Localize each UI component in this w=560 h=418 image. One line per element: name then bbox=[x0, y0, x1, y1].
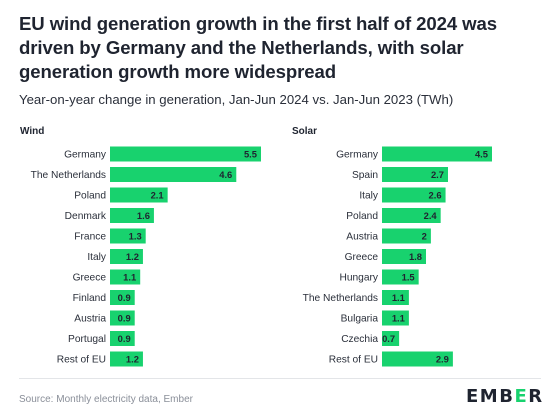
solar-category-label: Germany bbox=[336, 150, 379, 161]
solar-category-label: Czechia bbox=[341, 334, 378, 345]
logo-mark: E bbox=[514, 386, 529, 407]
wind-bar bbox=[110, 228, 146, 244]
solar-value-label: 2.7 bbox=[431, 169, 444, 180]
solar-category-label: Italy bbox=[359, 191, 379, 202]
logo-prefix: EMB bbox=[466, 386, 515, 407]
wind-category-label: Rest of EU bbox=[57, 355, 106, 366]
solar-bar bbox=[382, 310, 409, 326]
chart-title: EU wind generation growth in the first h… bbox=[19, 13, 498, 82]
solar-bar bbox=[382, 290, 409, 305]
source-note: Source: Monthly electricity data, Ember bbox=[19, 394, 193, 405]
solar-bar bbox=[382, 249, 426, 264]
logo-suffix: R bbox=[528, 386, 544, 407]
solar-bar bbox=[382, 208, 441, 223]
solar-category-label: Bulgaria bbox=[341, 314, 379, 325]
solar-value-label: 0.7 bbox=[382, 333, 395, 344]
solar-value-label: 2 bbox=[422, 230, 427, 241]
wind-value-label: 0.9 bbox=[118, 312, 131, 323]
wind-category-label: The Netherlands bbox=[31, 170, 106, 181]
solar-category-label: Rest of EU bbox=[329, 355, 378, 366]
wind-value-label: 4.6 bbox=[219, 169, 232, 180]
solar-bar bbox=[382, 228, 431, 244]
solar-value-label: 1.1 bbox=[392, 292, 405, 303]
chart-subtitle: Year-on-year change in generation, Jan-J… bbox=[19, 92, 454, 107]
wind-bar bbox=[110, 331, 135, 346]
solar-value-label: 1.5 bbox=[402, 271, 415, 282]
wind-value-label: 1.3 bbox=[129, 230, 142, 241]
wind-category-label: Denmark bbox=[65, 211, 107, 222]
solar-bar bbox=[382, 146, 492, 162]
solar-category-label: Austria bbox=[346, 232, 378, 243]
solar-panel-title: Solar bbox=[292, 126, 317, 137]
wind-value-label: 1.2 bbox=[126, 353, 139, 364]
solar-bar bbox=[382, 187, 446, 203]
footer-divider bbox=[19, 378, 541, 379]
solar-bar bbox=[382, 167, 448, 182]
wind-value-label: 1.1 bbox=[123, 271, 136, 282]
wind-category-label: Portugal bbox=[68, 334, 106, 345]
solar-category-label: Greece bbox=[345, 252, 379, 263]
wind-bar bbox=[110, 167, 237, 182]
solar-panel: Solar Germany 4.5 Spain 2.7 Italy 2.6 Poland 2.4… bbox=[292, 126, 492, 367]
wind-category-label: Italy bbox=[87, 252, 107, 263]
wind-category-label: Austria bbox=[74, 314, 106, 325]
wind-value-label: 0.9 bbox=[118, 292, 131, 303]
solar-bar bbox=[382, 269, 419, 285]
solar-value-label: 2.6 bbox=[429, 189, 442, 200]
solar-bar bbox=[382, 331, 400, 346]
wind-bar bbox=[110, 146, 261, 162]
wind-category-label: France bbox=[74, 232, 106, 243]
wind-bar bbox=[110, 269, 141, 285]
wind-value-label: 1.6 bbox=[137, 210, 150, 221]
wind-bar bbox=[110, 249, 143, 264]
wind-bar bbox=[110, 187, 168, 203]
wind-value-label: 0.9 bbox=[118, 333, 131, 344]
bar-charts: Wind Germany 5.5 The Netherlands 4.6 Poland 2.… bbox=[20, 126, 492, 367]
wind-bar bbox=[110, 351, 143, 367]
solar-value-label: 2.4 bbox=[424, 210, 438, 221]
wind-category-label: Poland bbox=[74, 191, 106, 202]
solar-category-label: Spain bbox=[352, 170, 378, 181]
solar-value-label: 1.8 bbox=[409, 251, 422, 262]
solar-value-label: 2.9 bbox=[436, 353, 449, 364]
wind-bar bbox=[110, 290, 135, 305]
wind-value-label: 2.1 bbox=[151, 189, 164, 200]
wind-panel: Wind Germany 5.5 The Netherlands 4.6 Poland 2.… bbox=[20, 126, 261, 367]
wind-panel-title: Wind bbox=[20, 126, 44, 137]
solar-value-label: 1.1 bbox=[392, 312, 405, 323]
solar-category-label: The Netherlands bbox=[303, 293, 378, 304]
solar-category-label: Poland bbox=[346, 211, 378, 222]
solar-bar bbox=[382, 351, 453, 367]
solar-value-label: 4.5 bbox=[475, 148, 488, 159]
wind-category-label: Finland bbox=[73, 293, 107, 304]
wind-value-label: 1.2 bbox=[126, 251, 139, 262]
wind-value-label: 5.5 bbox=[244, 148, 257, 159]
wind-bar bbox=[110, 310, 135, 326]
solar-category-label: Hungary bbox=[339, 273, 378, 284]
ember-logo: EMBER bbox=[466, 386, 544, 407]
wind-category-label: Greece bbox=[73, 273, 107, 284]
wind-bar bbox=[110, 208, 154, 223]
wind-category-label: Germany bbox=[64, 150, 107, 161]
